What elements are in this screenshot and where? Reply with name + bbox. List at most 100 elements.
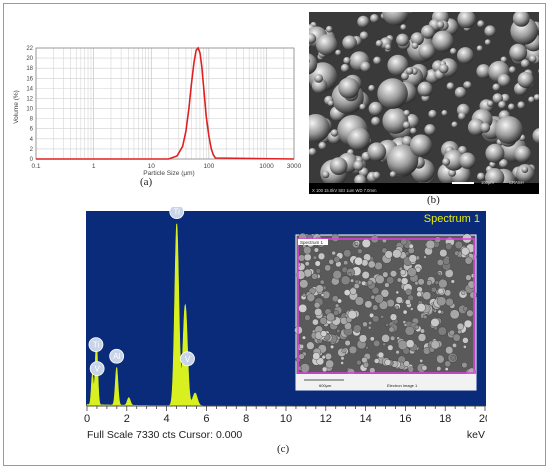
inset-particle: [304, 261, 310, 267]
inset-particle: [444, 360, 452, 368]
inset-particle: [367, 260, 376, 269]
sem-particle: [450, 48, 457, 55]
inset-particle: [313, 301, 321, 309]
sem-particle: [375, 40, 383, 47]
sem-particle: [338, 77, 360, 99]
inset-particle: [463, 319, 473, 329]
inset-particle: [461, 362, 468, 369]
x-axis-label: Particle Size (μm): [143, 170, 194, 177]
sem-particle: [309, 58, 310, 63]
sem-particle: [484, 39, 491, 46]
y-tick-label: 18: [26, 66, 33, 72]
inset-particle: [417, 278, 425, 286]
inset-particle: [388, 326, 395, 333]
figure-frame: [3, 3, 546, 466]
sem-particle: [403, 109, 410, 117]
x-tick-label: 0: [84, 413, 90, 425]
sem-particle: [340, 63, 350, 73]
inset-particle: [454, 250, 460, 256]
caption-a: (a): [140, 176, 153, 188]
sem-particle: [360, 61, 371, 72]
series-line: [36, 46, 295, 160]
sem-particle: [528, 96, 535, 103]
inset-particle: [408, 243, 414, 249]
inset-particle: [316, 357, 325, 366]
inset-particle: [298, 254, 306, 262]
inset-particle: [324, 264, 332, 272]
inset-particle: [384, 359, 392, 366]
inset-particle: [354, 256, 363, 266]
inset-particle: [456, 322, 465, 331]
x-tick-label: 3000: [287, 163, 302, 170]
chart-ticks: 0 2 4 6 8 10 12 14 16 18 20 22 0.1 1 10 100 1000 3000: [26, 46, 301, 170]
sem-particle: [532, 128, 539, 144]
sem-particle: [514, 145, 532, 163]
inset-particle: [343, 289, 351, 296]
inset-particle: [337, 298, 343, 304]
peak-label: Ti: [93, 341, 100, 350]
inset-particle: [461, 247, 470, 256]
inset-particle: [402, 320, 407, 324]
inset-particle: [353, 324, 362, 333]
inset-particle: [331, 295, 339, 303]
inset-particle: [340, 356, 345, 361]
inset-particle: [461, 290, 466, 296]
sem-particle: [309, 114, 330, 143]
inset-particle: [298, 343, 304, 349]
x-tick-label: 0.1: [31, 163, 40, 170]
sem-particle: [489, 161, 496, 168]
inset-particle: [430, 340, 440, 350]
sem-brand: CRASH: [509, 180, 524, 185]
x-tick-label: 18: [439, 413, 451, 425]
sem-particle: [372, 171, 381, 180]
inset-particle: [402, 309, 408, 315]
inset-particle: [382, 342, 386, 347]
inset-particle: [302, 293, 307, 297]
inset-particle: [321, 366, 328, 373]
inset-particle: [433, 326, 438, 331]
inset-particle: [382, 271, 389, 278]
inset-particle: [387, 344, 394, 351]
inset-particle: [426, 279, 433, 286]
inset-particle: [354, 279, 359, 285]
inset-particle: [444, 367, 449, 372]
inset-particle: [417, 333, 427, 342]
x-tick-label: 2: [124, 413, 130, 425]
inset-particle: [395, 296, 403, 304]
sem-particle: [387, 54, 409, 76]
inset-particle: [386, 276, 395, 285]
peak-marker: [89, 361, 105, 377]
sem-scale-bar: [452, 182, 474, 184]
sem-particle: [418, 42, 436, 60]
sem-particle: [477, 20, 485, 28]
status-line: Full Scale 7330 cts Cursor: 0.000: [87, 429, 242, 439]
x-tick-label: 1: [92, 163, 96, 170]
inset-particle: [372, 315, 380, 323]
inset-particle: [410, 307, 414, 311]
spectrum-title: Spectrum 1: [424, 213, 480, 225]
inset-particle: [436, 296, 447, 306]
energy-axis: 0 2 4 6 8 10 12 14 16 18 20: [84, 405, 487, 425]
peak-label: V: [94, 365, 100, 374]
inset-particle: [362, 321, 368, 328]
inset-particle: [347, 310, 357, 320]
inset-particle: [374, 261, 383, 271]
inset-particle: [466, 309, 474, 317]
y-tick-label: 4: [30, 137, 34, 143]
inset-particle: [404, 299, 411, 306]
inset-particle: [392, 249, 402, 259]
inset-particle: [331, 250, 336, 256]
sem-particle: [508, 66, 516, 74]
sem-particle: [467, 118, 485, 136]
inset-particle: [350, 278, 355, 283]
inset-particle: [317, 252, 326, 260]
x-tick-label: 6: [203, 413, 209, 425]
sem-particle: [484, 25, 496, 37]
sem-image: X 100 15.0kV SEI 1um WD 7.0mm 100μm CRASH: [309, 12, 539, 194]
inset-particle: [436, 366, 442, 372]
inset-label-bg: [298, 239, 328, 245]
inset-particle: [348, 345, 358, 355]
inset-particle: [373, 339, 381, 347]
sem-particle: [516, 164, 535, 183]
inset-particle: [421, 364, 428, 371]
